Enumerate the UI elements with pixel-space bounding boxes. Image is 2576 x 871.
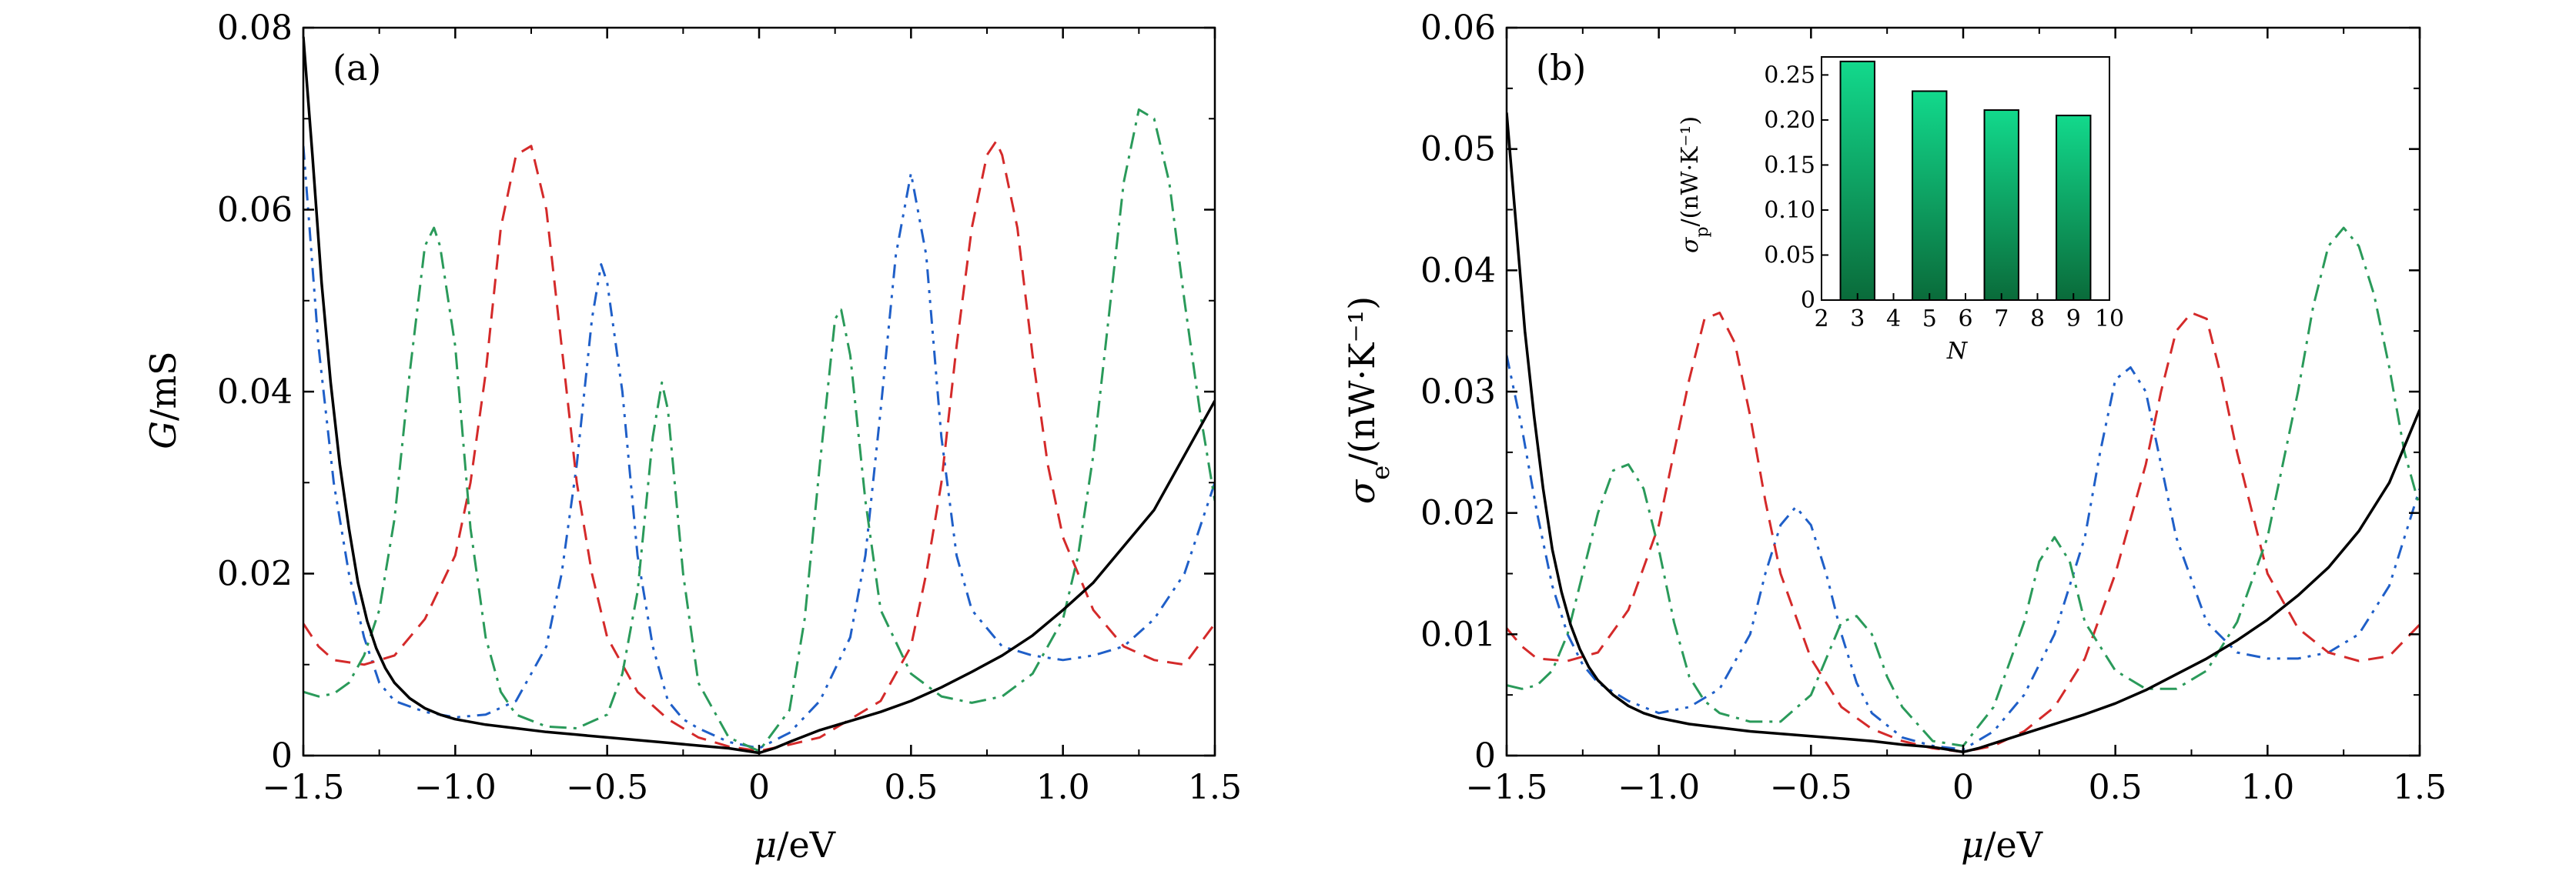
- panel-b-plot: (b) μ/eV σe/(nW·K⁻¹) −1.5 −1.0 −0.5 0 0.5 1.0…: [1341, 8, 2447, 866]
- panel-a-x-tick-label: 1.5: [1188, 768, 1242, 807]
- inset-bar-N5: [1912, 90, 1948, 302]
- panel-b-y-tick-label: 0.04: [1420, 251, 1496, 290]
- panel-a-series-group: [303, 36, 1215, 755]
- panel-a-series-1-line: [303, 145, 1215, 749]
- panel-a-series-3-line: [303, 108, 1215, 753]
- inset-x-tick-label: 7: [1994, 305, 2009, 332]
- panel-a-y-tick-label: 0.06: [217, 191, 293, 230]
- inset-x-tick-label: 4: [1886, 305, 1901, 332]
- panel-b-x-tick-label: 0: [1952, 768, 1974, 807]
- inset-y-tick-label: 0.15: [1764, 152, 1815, 179]
- panel-b-y-tick-label: 0.05: [1420, 130, 1496, 169]
- panel-a-y-tick-label: 0.08: [217, 8, 293, 48]
- inset-x-tick-label: 9: [2066, 305, 2081, 332]
- panel-b-y-tick-label: 0: [1474, 736, 1496, 776]
- inset-y-tick-label: 0: [1801, 287, 1815, 314]
- panel-b-x-tick-label: 1.5: [2393, 768, 2447, 807]
- inset-x-tick-label: 2: [1814, 305, 1828, 332]
- inset-ylabel: σp/(nW·K⁻¹): [1677, 116, 1712, 253]
- panel-b-series-4-line: [1507, 112, 2420, 754]
- panel-a-x-tick-label: −1.0: [414, 768, 497, 807]
- inset-x-tick-label: 8: [2030, 305, 2045, 332]
- panel-b-y-tick-label: 0.01: [1420, 615, 1496, 654]
- panel-b-series-3-line: [1507, 226, 2420, 747]
- inset-xlabel: N: [1946, 338, 1969, 365]
- panel-b-x-tick-label: −0.5: [1770, 768, 1852, 807]
- panel-b-ylabel: σe/(nW·K⁻¹): [1341, 296, 1395, 504]
- inset-x-tick-label: 3: [1850, 305, 1865, 332]
- panel-a-y-tick-label: 0.02: [217, 555, 293, 594]
- panel-b-x-tick-label: −1.5: [1466, 768, 1548, 807]
- panel-b-x-tick-label: 0.5: [2089, 768, 2143, 807]
- panel-b-x-tick-label: 1.0: [2240, 768, 2294, 807]
- inset-y-tick-label: 0.20: [1764, 107, 1815, 134]
- panel-a-frame: [302, 26, 1216, 757]
- panel-b-y-tick-label: 0.03: [1420, 372, 1496, 412]
- panel-b-y-tick-label: 0.06: [1420, 8, 1496, 48]
- panel-b-series-2-line: [1507, 312, 2420, 753]
- inset-bar-N7: [1983, 109, 2019, 301]
- inset-bar-N9: [2056, 115, 2092, 301]
- panel-a-x-tick-label: −1.5: [263, 768, 345, 807]
- panel-b-series-group: [1507, 112, 2420, 754]
- panel-a-x-tick-label: 0.5: [884, 768, 938, 807]
- panel-b-xlabel: μ/eV: [1961, 824, 2043, 866]
- inset-y-tick-label: 0.25: [1764, 62, 1815, 88]
- panel-a-series-2-line: [303, 140, 1215, 753]
- panel-a-plot: (a) μ/eV G/mS −1.5 −1.0 −0.5 0 0.5 1.0 1.5 0 0.0…: [142, 8, 1242, 866]
- panel-b-y-tick-label: 0.02: [1420, 494, 1496, 533]
- inset-x-tick-label: 5: [1922, 305, 1937, 332]
- panel-a-xlabel: μ/eV: [754, 824, 836, 866]
- inset-bar-N3: [1839, 60, 1875, 302]
- panel-a-x-tick-label: 0: [748, 768, 770, 807]
- inset-y-tick-label: 0.10: [1764, 197, 1815, 224]
- inset-x-tick-label: 10: [2095, 305, 2124, 332]
- inset-y-tick-label: 0.05: [1764, 242, 1815, 269]
- panel-b-x-tick-label: −1.0: [1618, 768, 1700, 807]
- panel-a-x-tick-label: 1.0: [1036, 768, 1090, 807]
- panel-b-label: (b): [1536, 47, 1586, 88]
- panel-a-ylabel: G/mS: [142, 351, 184, 449]
- panel-a-y-tick-label: 0: [271, 736, 293, 776]
- panel-a-x-tick-label: −0.5: [566, 768, 648, 807]
- panel-b-series-1-line: [1507, 355, 2420, 751]
- panel-a-label: (a): [333, 47, 381, 88]
- inset-x-tick-label: 6: [1958, 305, 1972, 332]
- panel-a-series-4-line: [303, 36, 1215, 755]
- inset-bar-chart: 2 3 4 5 6 7 8 9 10 0 0.05 0.10 0.15 0.20 0.25 Nσp/(nW·K…: [1677, 56, 2124, 365]
- panel-a-y-tick-label: 0.04: [217, 372, 293, 412]
